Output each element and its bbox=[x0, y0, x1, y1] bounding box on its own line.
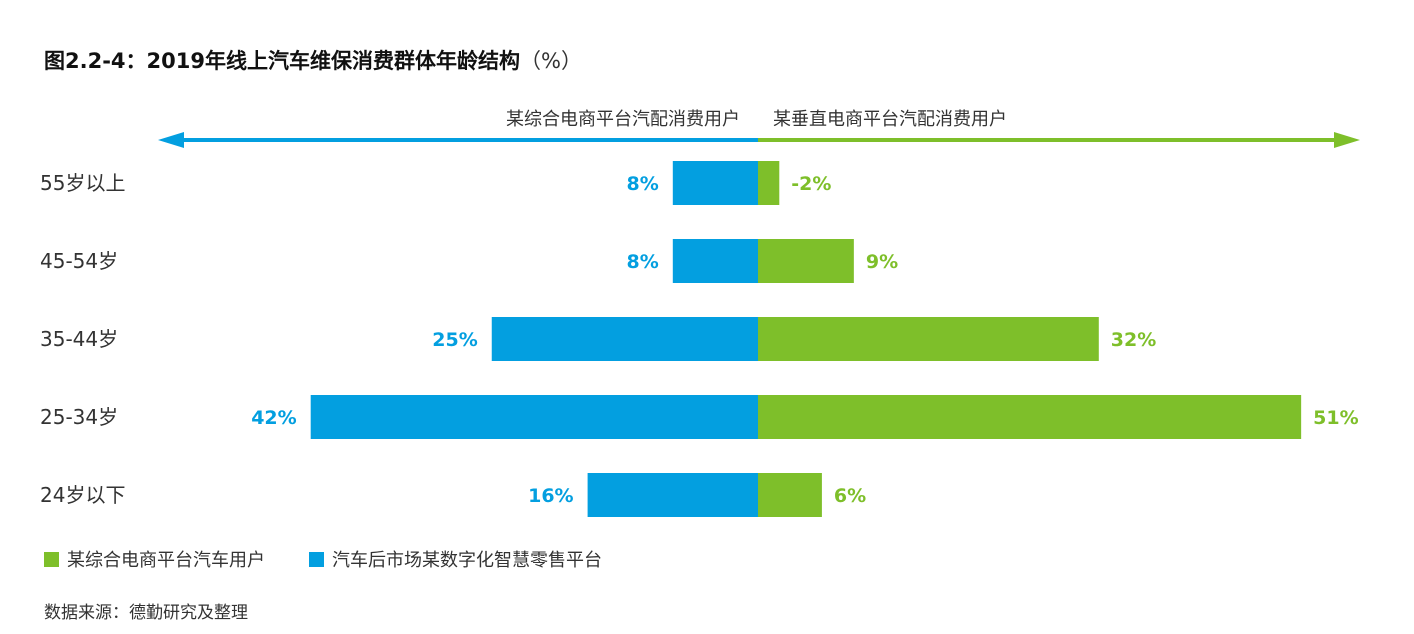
data-label-right: 32% bbox=[1111, 329, 1156, 351]
category-label: 25-34岁 bbox=[40, 405, 118, 429]
arrow-right-head bbox=[1334, 132, 1360, 148]
bar-right bbox=[758, 239, 854, 283]
data-label-left: 8% bbox=[627, 173, 659, 195]
bar-right bbox=[758, 395, 1302, 439]
bar-left bbox=[672, 161, 758, 205]
diverging-bar-chart: 某综合电商平台汽配消费用户 某垂直电商平台汽配消费用户 55岁以上 8% -2% 45-5… bbox=[40, 109, 1360, 517]
legend-item-left-series: 汽车后市场某数字化智慧零售平台 bbox=[309, 546, 602, 572]
bar-left bbox=[491, 317, 758, 361]
data-label-left: 16% bbox=[528, 485, 573, 507]
direction-label-left: 某综合电商平台汽配消费用户 bbox=[506, 109, 740, 130]
legend-item-right-series: 某综合电商平台汽车用户 bbox=[44, 546, 265, 572]
bar-left bbox=[310, 395, 758, 439]
legend-swatch-green bbox=[44, 551, 59, 567]
category-label: 24岁以下 bbox=[40, 483, 125, 507]
chart-title-main: 图2.2-4：2019年线上汽车维保消费群体年龄结构 bbox=[44, 49, 520, 73]
bar-left bbox=[672, 239, 758, 283]
legend-label: 汽车后市场某数字化智慧零售平台 bbox=[332, 550, 602, 571]
bar-left bbox=[587, 473, 758, 517]
chart-title-unit: （%） bbox=[519, 49, 582, 73]
legend-swatch-blue bbox=[309, 551, 324, 567]
data-label-right: 51% bbox=[1313, 407, 1358, 429]
legend-label: 某综合电商平台汽车用户 bbox=[67, 550, 265, 571]
category-label: 45-54岁 bbox=[40, 249, 118, 273]
bar-right bbox=[758, 161, 780, 205]
legend: 某综合电商平台汽车用户 汽车后市场某数字化智慧零售平台 bbox=[44, 546, 646, 572]
data-label-right: -2% bbox=[791, 173, 831, 195]
chart-title: 图2.2-4：2019年线上汽车维保消费群体年龄结构（%） bbox=[44, 45, 582, 75]
data-label-left: 42% bbox=[251, 407, 296, 429]
bar-right bbox=[758, 473, 822, 517]
data-label-left: 25% bbox=[432, 329, 477, 351]
bar-right bbox=[758, 317, 1099, 361]
arrow-left-head bbox=[158, 132, 184, 148]
data-label-left: 8% bbox=[627, 251, 659, 273]
source-note: 数据来源：德勤研究及整理 bbox=[44, 603, 248, 623]
category-label: 35-44岁 bbox=[40, 327, 118, 351]
direction-label-right: 某垂直电商平台汽配消费用户 bbox=[773, 109, 1007, 130]
data-label-right: 6% bbox=[834, 485, 866, 507]
category-label: 55岁以上 bbox=[40, 171, 125, 195]
data-label-right: 9% bbox=[866, 251, 898, 273]
